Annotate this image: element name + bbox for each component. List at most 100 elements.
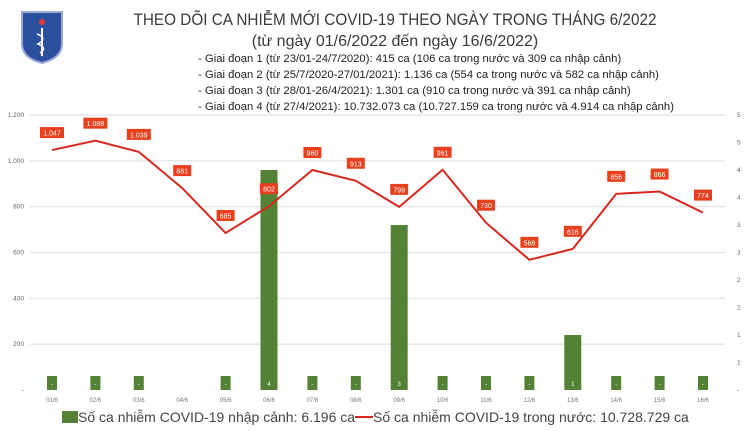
bar	[260, 170, 278, 390]
line-series	[51, 139, 704, 261]
line-data-label: 799	[393, 187, 405, 194]
bar-data-label: -	[528, 382, 530, 388]
legend-bar: Số ca nhiễm COVID-19 nhập cảnh: 6.196 ca	[62, 409, 355, 425]
y-left-tick-label: -	[22, 387, 24, 394]
line-data-label: 1.088	[87, 121, 105, 128]
line-data-label-box	[126, 128, 151, 140]
y-right-tick-label: 1	[737, 360, 741, 367]
legend-line: Số ca nhiễm COVID-19 trong nước: 10.728.…	[355, 409, 689, 425]
x-tick-label: 04/6	[176, 398, 188, 404]
bar-data-label: -	[225, 382, 227, 388]
line-data-label-box	[650, 168, 669, 180]
line-data-label: 881	[176, 169, 188, 176]
y-right-tick-label: 3	[737, 250, 741, 257]
bar	[220, 376, 231, 390]
bar-data-label: -	[311, 382, 313, 388]
line-data-label: 774	[697, 193, 709, 200]
bar	[654, 376, 665, 390]
line-data-label-box	[83, 117, 108, 129]
ministry-of-health-logo	[21, 11, 63, 64]
bar-data-label: -	[485, 382, 487, 388]
line-data-label-box	[607, 170, 626, 182]
bar	[611, 376, 622, 390]
chart-title: THEO DÕI CA NHIỄM MỚI COVID-19 THEO NGÀY…	[133, 10, 657, 29]
x-tick-label: 06/6	[263, 398, 275, 404]
line-data-label: 960	[307, 151, 319, 158]
bar	[564, 335, 582, 390]
x-tick-label: 05/6	[220, 398, 232, 404]
y-right-tick-label: 2	[737, 277, 741, 284]
line-data-label: 856	[610, 174, 622, 181]
line-data-label-box	[520, 236, 539, 248]
y-right-tick-label: 5	[737, 140, 741, 147]
line-data-label: 730	[480, 203, 492, 210]
line-data-label-box	[346, 157, 365, 169]
y-right-tick-label: -	[737, 387, 739, 394]
line-data-label: 568	[524, 240, 536, 247]
x-tick-label: 03/6	[133, 398, 145, 404]
phase-3-summary: - Giai đoạn 3 (từ 28/01-26/4/2021): 1.30…	[198, 85, 631, 97]
bar	[133, 376, 144, 390]
bar	[698, 376, 708, 390]
x-tick-label: 08/6	[350, 398, 362, 404]
chart-subtitle: (từ ngày 01/6/2022 đến ngày 16/6/2022)	[251, 33, 539, 50]
x-tick-label: 01/6	[46, 398, 58, 404]
legend-line-swatch	[355, 416, 373, 418]
line-data-label: 866	[654, 172, 666, 179]
bar-data-label: -	[51, 382, 53, 388]
y-left-tick-label: 800	[13, 204, 24, 211]
x-tick-label: 12/6	[524, 398, 536, 404]
y-left-tick-label: 1.200	[8, 112, 25, 119]
bar	[437, 376, 448, 390]
line-data-label: 685	[220, 214, 232, 221]
y-left-tick-label: 400	[13, 295, 24, 302]
y-right-tick-label: 4	[737, 167, 741, 174]
line-data-label-box	[477, 199, 495, 211]
line-data-label-box	[260, 183, 278, 195]
bar-data-label: -	[442, 382, 444, 388]
x-tick-label: 16/6	[697, 398, 709, 404]
x-tick-label: 07/6	[307, 398, 319, 404]
phase-4-summary: - Giai đoạn 4 (từ 27/4/2021): 10.732.073…	[198, 101, 674, 113]
line-data-label-box	[433, 146, 452, 158]
y-left-tick-label: 600	[13, 250, 24, 257]
y-right-tick-label: 5	[737, 112, 741, 119]
bar-data-label: -	[355, 382, 357, 388]
x-tick-label: 11/6	[480, 398, 492, 404]
bar-data-label: -	[615, 382, 617, 388]
bar-data-label: 1	[571, 382, 575, 388]
line-data-label: 616	[567, 229, 579, 236]
bar	[481, 376, 491, 390]
line-data-label-box	[694, 189, 712, 201]
y-right-tick-label: 4	[737, 195, 741, 202]
phase-1-summary: - Giai đoạn 1 (từ 23/01-24/7/2020): 415 …	[198, 53, 622, 65]
line-data-label-box	[303, 147, 322, 158]
y-left-tick-label: 200	[13, 341, 24, 348]
x-tick-label: 14/6	[610, 398, 622, 404]
line-data-label: 1.047	[43, 131, 61, 138]
legend-bar-swatch	[62, 411, 78, 423]
x-tick-label: 10/6	[437, 398, 449, 404]
bar-data-label: 3	[398, 382, 402, 388]
y-right-tick-label: 2	[737, 305, 741, 312]
line-data-label-box	[40, 127, 64, 139]
x-tick-label: 09/6	[393, 398, 405, 404]
legend-line-label: Số ca nhiễm COVID-19 trong nước: 10.728.…	[373, 409, 689, 425]
bar-data-label: -	[94, 382, 96, 388]
bar-data-label: 4	[267, 382, 271, 388]
legend-bar-label: Số ca nhiễm COVID-19 nhập cảnh: 6.196 ca	[78, 409, 356, 425]
line-data-label-box	[173, 165, 192, 177]
bar	[47, 376, 57, 390]
bar-data-label: -	[659, 382, 661, 388]
line-data-label-box	[390, 183, 409, 195]
bar	[390, 225, 408, 390]
x-tick-label: 02/6	[90, 398, 102, 404]
x-tick-label: 15/6	[654, 398, 666, 404]
y-right-tick-label: 3	[737, 222, 741, 229]
bar	[350, 376, 361, 390]
x-tick-label: 13/6	[567, 398, 579, 404]
y-right-tick-label: 1	[737, 332, 741, 339]
y-left-tick-label: 1.000	[8, 158, 25, 165]
phase-2-summary: - Giai đoạn 2 (từ 25/7/2020-27/01/2021):…	[198, 69, 659, 81]
